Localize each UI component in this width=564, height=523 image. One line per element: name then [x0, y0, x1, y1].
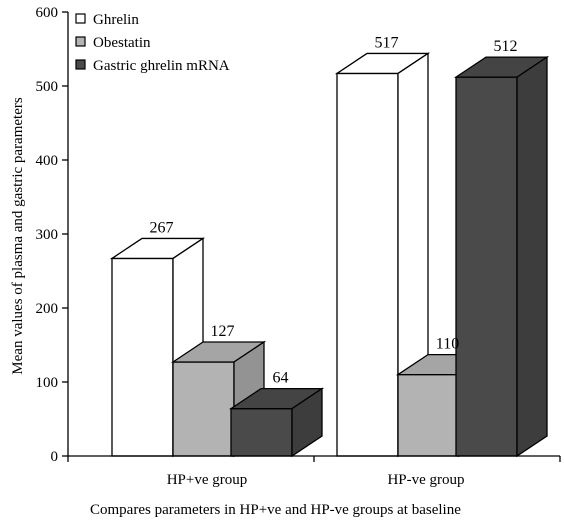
- data-label-1-group-1: 267: [150, 219, 174, 236]
- y-tick-label: 300: [36, 227, 59, 243]
- data-label-3-group-2: 512: [494, 38, 518, 55]
- legend-swatch-1: [75, 13, 86, 24]
- bar-front: [336, 72, 399, 457]
- x-tick-label: HP+ve group: [167, 472, 248, 488]
- bar-front: [397, 373, 460, 457]
- x-axis-label: Compares parameters in HP+ve and HP-ve g…: [90, 502, 461, 518]
- bar-front: [455, 76, 518, 457]
- legend-label-3: Gastric ghrelin mRNA: [93, 58, 230, 74]
- bar-side: [291, 387, 323, 458]
- x-tick-label: HP-ve group: [387, 472, 464, 488]
- y-tick-label: 600: [36, 5, 59, 21]
- y-tick-label: 100: [36, 375, 59, 391]
- y-tick-label: 400: [36, 153, 59, 169]
- legend-label-2: Obestatin: [93, 35, 151, 51]
- data-label-2-group-2: 110: [436, 336, 459, 353]
- data-label-3-group-1: 64: [273, 370, 289, 387]
- bar-front: [230, 407, 293, 457]
- y-tick-label: 200: [36, 301, 59, 317]
- y-axis-label: Mean values of plasma and gastric parame…: [10, 97, 26, 375]
- data-label-1-group-2: 517: [375, 34, 399, 51]
- bar-front: [111, 257, 174, 457]
- bars-layer: [109, 52, 550, 458]
- bar-3-group-2: [453, 55, 550, 458]
- axes-layer: 0 100 200 300 400 500 600 HP+ve group HP-ve grou…: [36, 5, 561, 488]
- bar-3-group-1: [228, 387, 325, 458]
- data-labels-layer: 267 127 64 517 110 512: [150, 34, 518, 386]
- bar-front: [172, 361, 235, 457]
- legend-label-1: Ghrelin: [93, 12, 139, 28]
- y-tick-label: 500: [36, 79, 59, 95]
- bar-1-group-2: [334, 52, 431, 458]
- legend: Ghrelin Obestatin Gastric ghrelin mRNA: [75, 12, 230, 74]
- legend-swatch-3: [75, 59, 86, 70]
- bar-side: [516, 55, 548, 458]
- data-label-2-group-1: 127: [211, 323, 235, 340]
- legend-swatch-2: [75, 36, 86, 47]
- y-tick-label: 0: [51, 449, 59, 465]
